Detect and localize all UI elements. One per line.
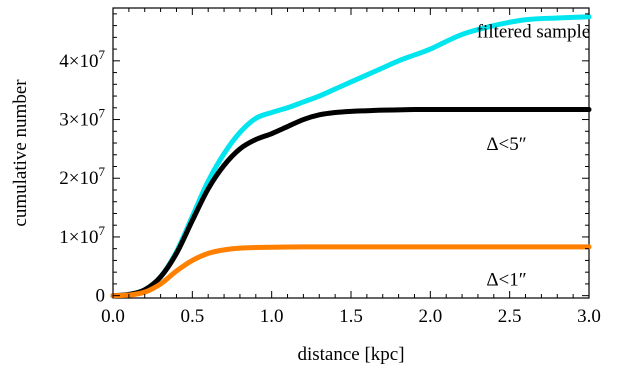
x-axis-title: distance [kpc]	[297, 344, 404, 365]
series-lines	[110, 14, 592, 299]
series-annotations: filtered sample Δ<5″ Δ<1″	[477, 21, 590, 290]
series-line-delta-lt-1	[110, 244, 592, 299]
series-line-filtered-sample	[110, 14, 592, 299]
series-line-delta-lt-5	[110, 107, 592, 299]
y-axis-title: cumulative number	[10, 79, 31, 227]
y-tick-label: 3×107	[59, 106, 105, 131]
x-tick-label: 0.0	[101, 306, 125, 327]
series-label-delta-lt-1: Δ<1″	[486, 270, 526, 291]
x-tick-label: 2.0	[418, 306, 442, 327]
series-label-filtered-sample: filtered sample	[477, 21, 590, 42]
y-tick-label: 2×107	[59, 164, 105, 189]
x-tick-label: 1.5	[339, 306, 363, 327]
series-label-delta-lt-5: Δ<5″	[486, 134, 526, 155]
y-tick-label: 0	[96, 286, 106, 307]
x-axis-ticks: 0.0 0.5 1.0 1.5 2.0 2.5 3.0	[101, 8, 601, 327]
x-tick-label: 1.0	[260, 306, 284, 327]
x-tick-label: 2.5	[498, 306, 522, 327]
y-axis-ticks: 0 1×107 2×107 3×107 4×107	[59, 13, 589, 307]
y-tick-label: 1×107	[59, 223, 105, 248]
x-tick-label: 0.5	[180, 306, 204, 327]
y-tick-label: 4×107	[59, 47, 105, 72]
x-tick-label: 3.0	[577, 306, 601, 327]
